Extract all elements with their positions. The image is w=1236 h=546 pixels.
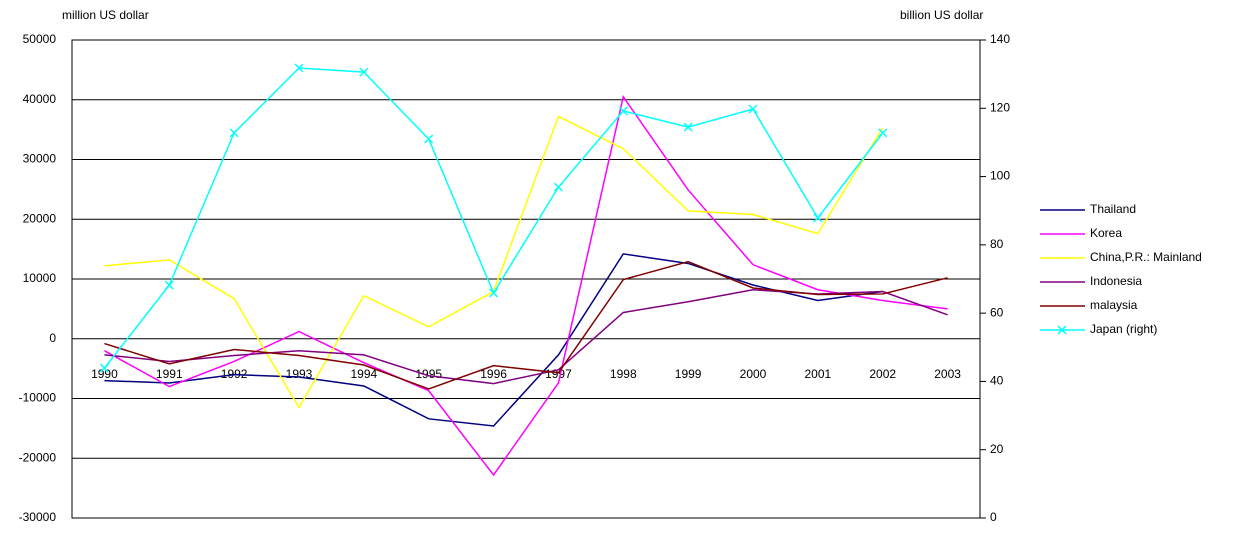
y2-tick-label: 60 [990,305,1004,319]
x-tick-label: 1997 [545,367,572,381]
legend-label: Japan (right) [1090,322,1157,336]
x-tick-label: 1999 [675,367,702,381]
series-line [104,94,948,477]
y2-axis-label: billion US dollar [900,8,983,22]
legend-label: Indonesia [1090,274,1142,288]
series-marker [164,280,174,290]
y-tick-label: 20000 [23,211,57,225]
y2-tick-label: 140 [990,32,1010,46]
y-tick-label: 0 [49,331,56,345]
x-tick-label: 2001 [805,367,832,381]
legend-label: China,P.R.: Mainland [1090,250,1202,264]
y-tick-label: 50000 [23,32,57,46]
y2-tick-label: 0 [990,510,997,524]
y-tick-label: -10000 [19,391,57,405]
x-tick-label: 2000 [740,367,767,381]
legend-label: Thailand [1090,202,1136,216]
y2-tick-label: 120 [990,100,1010,114]
x-tick-label: 1991 [156,367,183,381]
x-tick-label: 1996 [480,367,507,381]
x-tick-label: 2003 [934,367,961,381]
x-tick-label: 1990 [91,367,118,381]
y2-tick-label: 40 [990,374,1004,388]
y2-tick-label: 100 [990,169,1010,183]
series-marker [618,106,628,116]
series-marker [229,128,239,138]
series-marker [683,122,693,132]
x-tick-label: 1995 [415,367,442,381]
series-line [104,260,948,390]
series-line [104,115,884,409]
series-marker [878,128,888,138]
y-axis-label: million US dollar [62,8,149,22]
legend-marker [1057,325,1067,335]
x-tick-label: 1994 [351,367,378,381]
y2-tick-label: 80 [990,237,1004,251]
series-marker [489,288,499,298]
y-tick-label: -30000 [19,510,57,524]
series-line [104,253,883,427]
series-marker [359,67,369,77]
y-tick-label: 10000 [23,271,57,285]
series-marker [294,63,304,73]
series-marker [748,104,758,114]
x-tick-label: 1998 [610,367,637,381]
series-marker [813,213,823,223]
y2-tick-label: 20 [990,442,1004,456]
series-marker [424,134,434,144]
y-tick-label: -20000 [19,450,57,464]
y-tick-label: 40000 [23,92,57,106]
legend-label: Korea [1090,226,1122,240]
y-tick-label: 30000 [23,152,57,166]
series-marker [553,182,563,192]
legend-label: malaysia [1090,298,1138,312]
series-marker [99,363,109,373]
x-tick-label: 2002 [869,367,896,381]
